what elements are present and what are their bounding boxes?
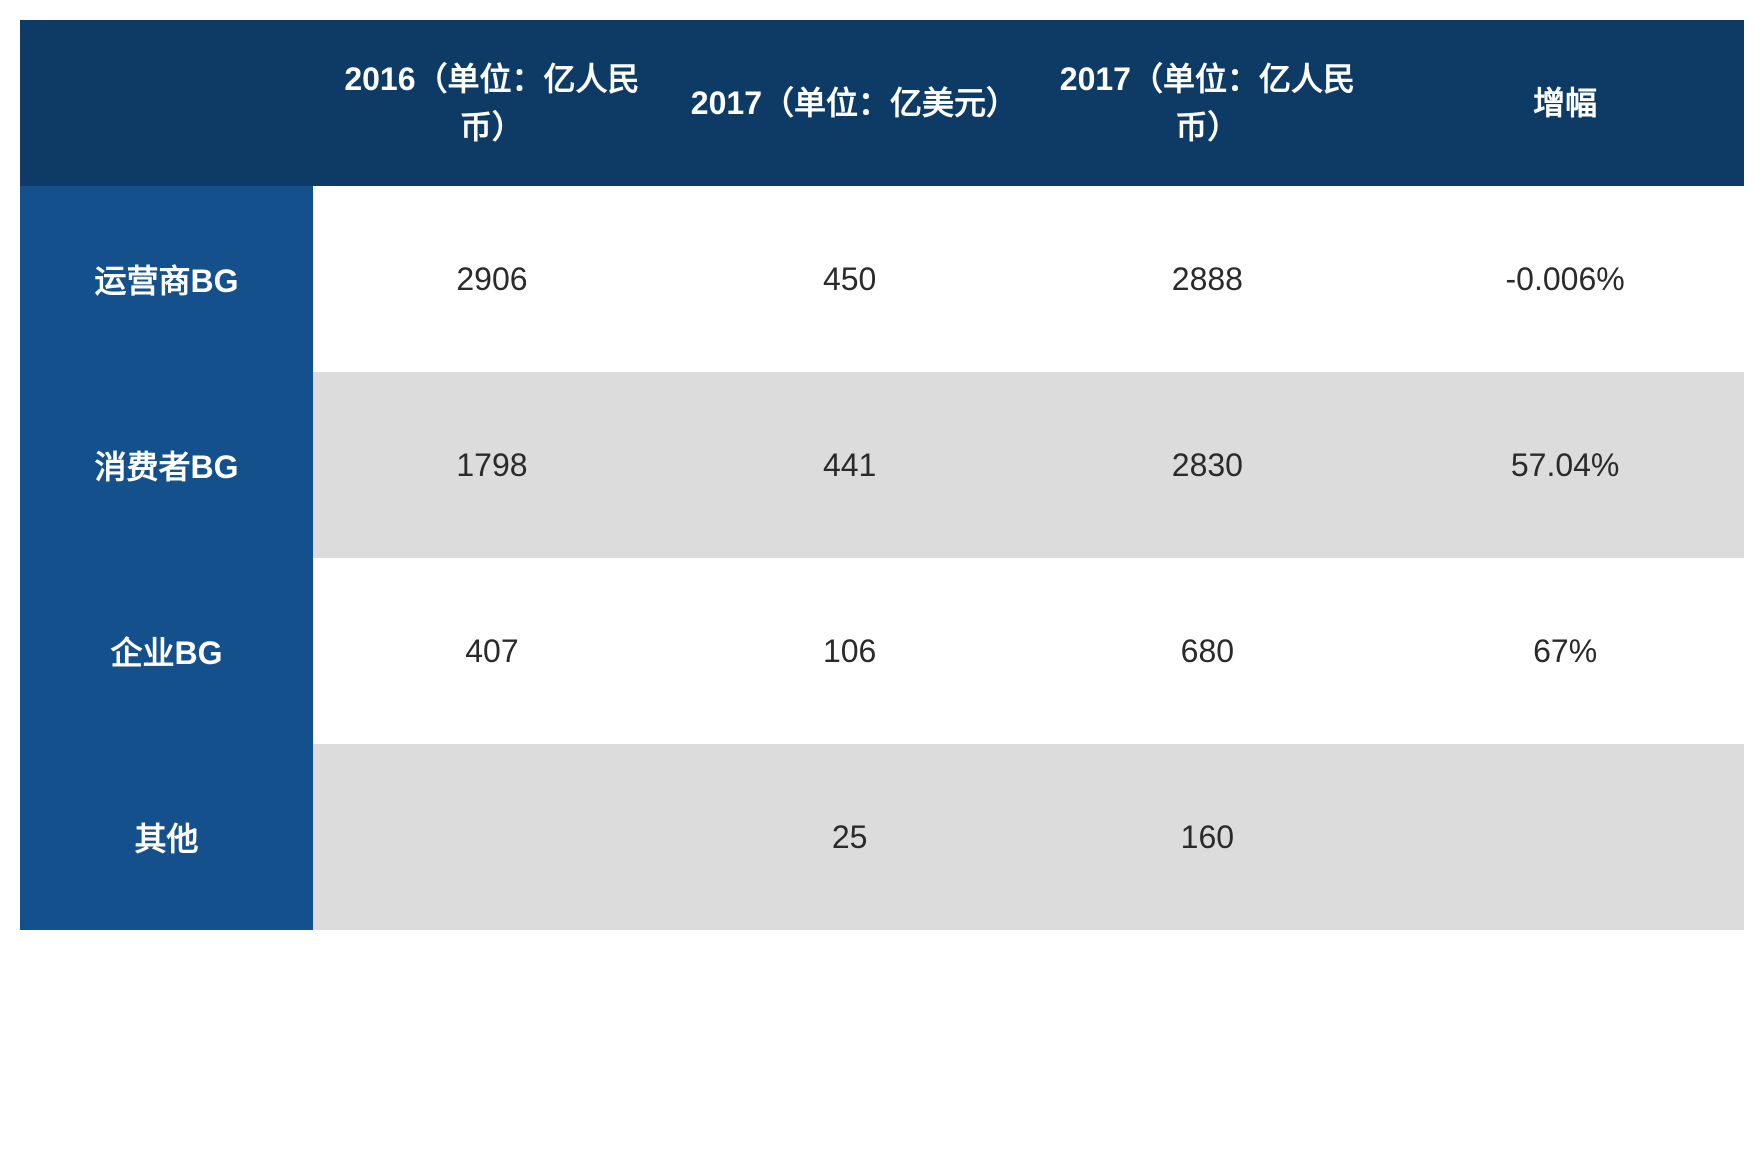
row-label-carrier-bg: 运营商BG — [20, 186, 313, 372]
row-label-consumer-bg: 消费者BG — [20, 372, 313, 558]
business-table-container: 2016（单位：亿人民币） 2017（单位：亿美元） 2017（单位：亿人民币）… — [20, 20, 1744, 930]
table-header: 2016（单位：亿人民币） 2017（单位：亿美元） 2017（单位：亿人民币）… — [20, 20, 1744, 186]
data-cell: 450 — [671, 186, 1029, 372]
data-cell: -0.006% — [1386, 186, 1744, 372]
table-row: 运营商BG 2906 450 2888 -0.006% — [20, 186, 1744, 372]
data-cell: 67% — [1386, 558, 1744, 744]
row-label-enterprise-bg: 企业BG — [20, 558, 313, 744]
data-cell: 106 — [671, 558, 1029, 744]
data-cell — [313, 744, 671, 930]
col-header-2017-rmb: 2017（单位：亿人民币） — [1029, 20, 1387, 186]
data-cell: 680 — [1029, 558, 1387, 744]
table-row: 企业BG 407 106 680 67% — [20, 558, 1744, 744]
data-cell: 2830 — [1029, 372, 1387, 558]
data-cell: 160 — [1029, 744, 1387, 930]
data-cell: 25 — [671, 744, 1029, 930]
header-row: 2016（单位：亿人民币） 2017（单位：亿美元） 2017（单位：亿人民币）… — [20, 20, 1744, 186]
col-header-2017-usd: 2017（单位：亿美元） — [671, 20, 1029, 186]
data-cell: 1798 — [313, 372, 671, 558]
header-corner — [20, 20, 313, 186]
data-cell: 57.04% — [1386, 372, 1744, 558]
table-row: 其他 25 160 — [20, 744, 1744, 930]
col-header-growth: 增幅 — [1386, 20, 1744, 186]
data-cell: 407 — [313, 558, 671, 744]
data-cell: 441 — [671, 372, 1029, 558]
data-cell — [1386, 744, 1744, 930]
col-header-2016-rmb: 2016（单位：亿人民币） — [313, 20, 671, 186]
table-row: 消费者BG 1798 441 2830 57.04% — [20, 372, 1744, 558]
data-cell: 2888 — [1029, 186, 1387, 372]
row-label-other: 其他 — [20, 744, 313, 930]
data-cell: 2906 — [313, 186, 671, 372]
business-table: 2016（单位：亿人民币） 2017（单位：亿美元） 2017（单位：亿人民币）… — [20, 20, 1744, 930]
table-body: 运营商BG 2906 450 2888 -0.006% 消费者BG 1798 4… — [20, 186, 1744, 930]
